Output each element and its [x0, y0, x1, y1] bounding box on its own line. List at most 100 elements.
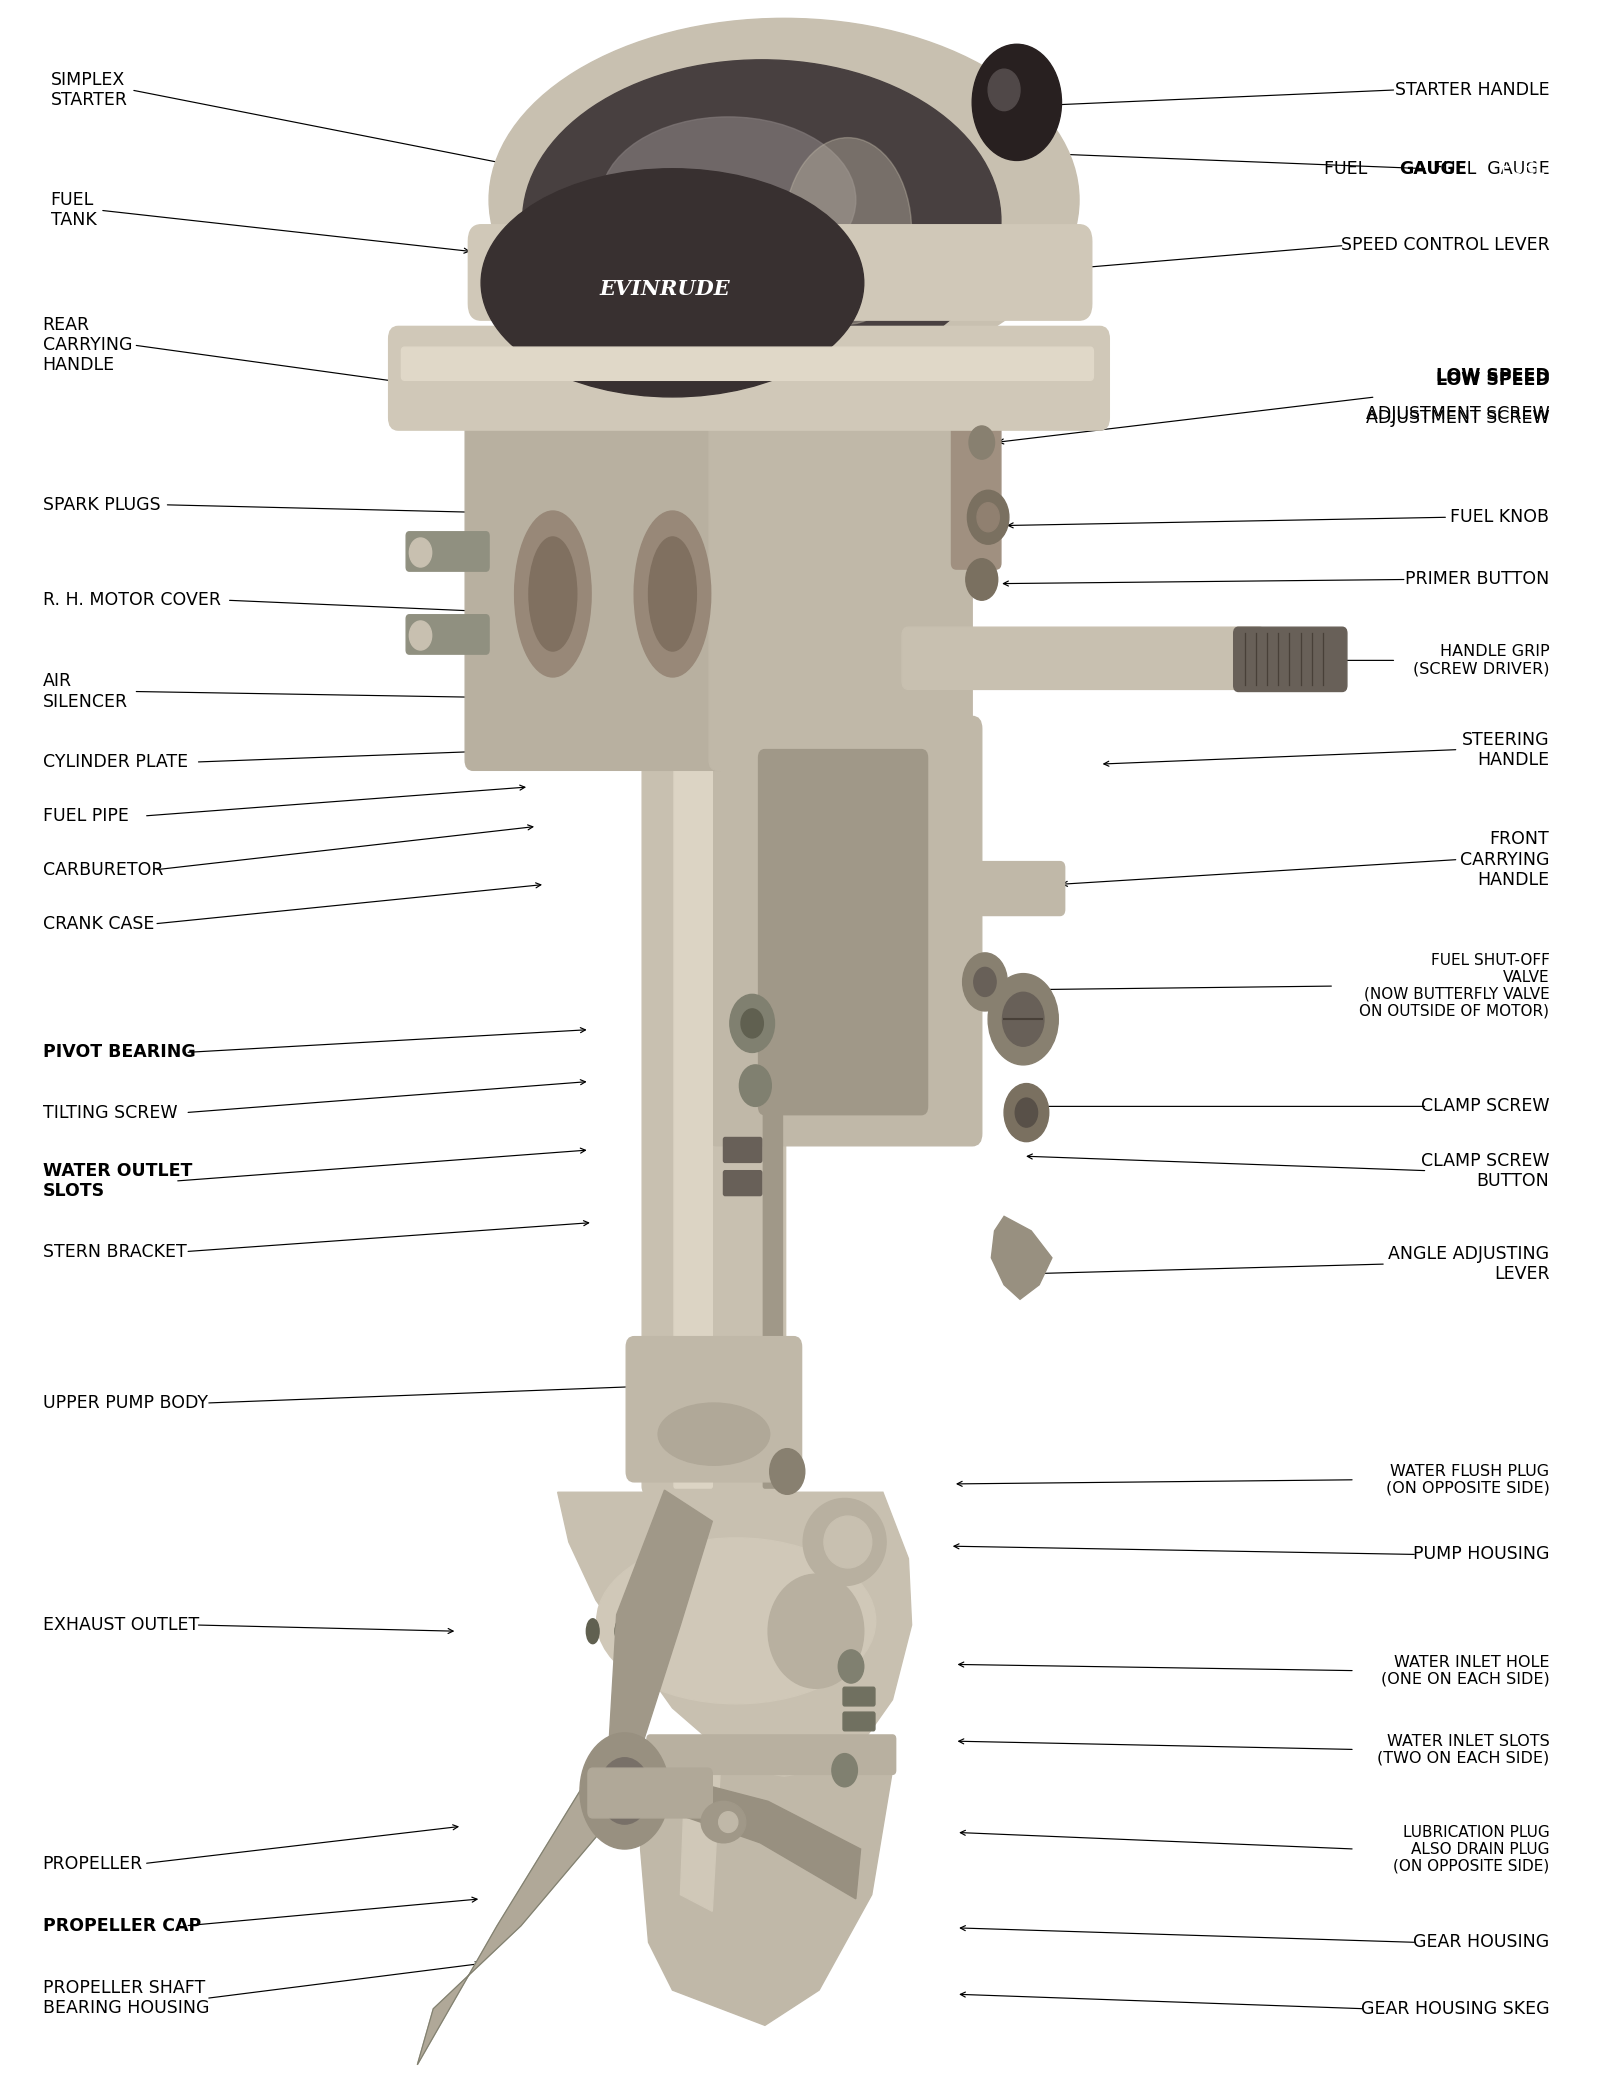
FancyBboxPatch shape [952, 391, 1002, 570]
Text: GEAR HOUSING: GEAR HOUSING [1413, 1934, 1549, 1951]
Circle shape [410, 539, 432, 568]
Polygon shape [640, 1756, 893, 2026]
Circle shape [832, 1753, 858, 1787]
Text: LOW SPEED: LOW SPEED [1435, 368, 1549, 385]
Text: PROPELLER CAP: PROPELLER CAP [43, 1918, 202, 1934]
Circle shape [989, 69, 1021, 110]
Circle shape [579, 1733, 669, 1849]
Circle shape [970, 426, 995, 460]
Text: FUEL PIPE: FUEL PIPE [43, 807, 128, 826]
Circle shape [1005, 1084, 1048, 1142]
Circle shape [1016, 1098, 1037, 1127]
FancyBboxPatch shape [642, 740, 786, 1493]
Text: SPEED CONTROL LEVER: SPEED CONTROL LEVER [1341, 237, 1549, 254]
Ellipse shape [803, 1498, 886, 1585]
Ellipse shape [523, 60, 1002, 381]
Text: CLAMP SCREW
BUTTON: CLAMP SCREW BUTTON [1421, 1152, 1549, 1190]
Circle shape [989, 973, 1058, 1065]
Ellipse shape [515, 512, 590, 676]
Text: WATER INLET HOLE
(ONE ON EACH SIDE): WATER INLET HOLE (ONE ON EACH SIDE) [1381, 1656, 1549, 1687]
Ellipse shape [600, 116, 856, 283]
Polygon shape [558, 1491, 912, 1776]
Text: UPPER PUMP BODY: UPPER PUMP BODY [43, 1394, 208, 1412]
Polygon shape [680, 1770, 720, 1912]
Text: ADJUSTMENT SCREW: ADJUSTMENT SCREW [1366, 408, 1549, 426]
Text: STEERING
HANDLE: STEERING HANDLE [1462, 730, 1549, 770]
FancyBboxPatch shape [1234, 628, 1347, 691]
Circle shape [974, 967, 997, 996]
Text: PROPELLER: PROPELLER [43, 1855, 142, 1872]
Text: PUMP HOUSING: PUMP HOUSING [1413, 1545, 1549, 1564]
FancyBboxPatch shape [674, 747, 712, 1487]
FancyBboxPatch shape [843, 1712, 875, 1731]
Text: STARTER HANDLE: STARTER HANDLE [1395, 81, 1549, 100]
FancyBboxPatch shape [646, 1735, 896, 1774]
Text: LOW SPEED: LOW SPEED [1435, 372, 1549, 389]
Text: SPARK PLUGS: SPARK PLUGS [43, 495, 160, 514]
Ellipse shape [586, 1618, 598, 1643]
Circle shape [739, 1065, 771, 1107]
FancyBboxPatch shape [902, 628, 1266, 688]
FancyBboxPatch shape [912, 268, 979, 297]
Text: PIVOT BEARING: PIVOT BEARING [43, 1044, 195, 1061]
Text: GEAR HOUSING SKEG: GEAR HOUSING SKEG [1360, 1999, 1549, 2018]
Text: FUEL SHUT-OFF
VALVE
(NOW BUTTERFLY VALVE
ON OUTSIDE OF MOTOR): FUEL SHUT-OFF VALVE (NOW BUTTERFLY VALVE… [1360, 953, 1549, 1019]
Text: ADJUSTMENT SCREW: ADJUSTMENT SCREW [1366, 404, 1549, 422]
Text: TILTING SCREW: TILTING SCREW [43, 1104, 178, 1121]
Text: EXHAUST OUTLET: EXHAUST OUTLET [43, 1616, 198, 1635]
Polygon shape [608, 1489, 712, 1760]
Ellipse shape [718, 1812, 738, 1832]
Circle shape [1003, 992, 1043, 1046]
Text: REAR
CARRYING
HANDLE: REAR CARRYING HANDLE [43, 316, 133, 374]
Text: FUEL: FUEL [1323, 160, 1373, 177]
Ellipse shape [701, 1801, 746, 1843]
Polygon shape [640, 1770, 861, 1899]
Circle shape [730, 994, 774, 1052]
FancyBboxPatch shape [723, 1138, 762, 1163]
Text: GAUGE: GAUGE [1400, 160, 1467, 177]
Circle shape [770, 1448, 805, 1493]
Text: CRANK CASE: CRANK CASE [43, 915, 154, 932]
Text: WATER OUTLET
SLOTS: WATER OUTLET SLOTS [43, 1163, 192, 1200]
Text: R. H. MOTOR COVER: R. H. MOTOR COVER [43, 591, 221, 609]
Text: FUEL KNOB: FUEL KNOB [1450, 508, 1549, 526]
Circle shape [978, 503, 1000, 532]
Circle shape [966, 560, 998, 601]
Text: STERN BRACKET: STERN BRACKET [43, 1242, 186, 1260]
Polygon shape [418, 1770, 608, 2065]
FancyBboxPatch shape [587, 1768, 712, 1818]
Text: PROPELLER SHAFT
BEARING HOUSING: PROPELLER SHAFT BEARING HOUSING [43, 1980, 210, 2018]
Ellipse shape [824, 1516, 872, 1568]
Text: LUBRICATION PLUG
ALSO DRAIN PLUG
(ON OPPOSITE SIDE): LUBRICATION PLUG ALSO DRAIN PLUG (ON OPP… [1394, 1824, 1549, 1874]
FancyBboxPatch shape [763, 747, 782, 1487]
Text: EVINRUDE: EVINRUDE [598, 279, 730, 300]
FancyBboxPatch shape [843, 1687, 875, 1706]
Text: FUEL
TANK: FUEL TANK [51, 191, 96, 229]
Text: CARBURETOR: CARBURETOR [43, 861, 163, 880]
Circle shape [963, 953, 1008, 1011]
FancyBboxPatch shape [1002, 100, 1027, 146]
FancyBboxPatch shape [469, 225, 1091, 320]
Ellipse shape [784, 137, 912, 324]
FancyBboxPatch shape [707, 716, 982, 1146]
Text: WATER INLET SLOTS
(TWO ON EACH SIDE): WATER INLET SLOTS (TWO ON EACH SIDE) [1378, 1733, 1549, 1766]
Text: AIR
SILENCER: AIR SILENCER [43, 672, 128, 711]
FancyBboxPatch shape [466, 397, 728, 770]
FancyBboxPatch shape [402, 347, 1093, 381]
Text: FUEL  GAUGE: FUEL GAUGE [1432, 160, 1549, 177]
FancyBboxPatch shape [626, 1337, 802, 1481]
Ellipse shape [530, 537, 576, 651]
FancyBboxPatch shape [709, 397, 973, 770]
Ellipse shape [634, 512, 710, 676]
Text: SIMPLEX
STARTER: SIMPLEX STARTER [51, 71, 128, 108]
Circle shape [968, 491, 1010, 545]
Circle shape [741, 1009, 763, 1038]
Ellipse shape [648, 537, 696, 651]
Circle shape [973, 44, 1061, 160]
Text: CYLINDER PLATE: CYLINDER PLATE [43, 753, 187, 772]
FancyBboxPatch shape [936, 861, 1064, 915]
Ellipse shape [768, 1575, 864, 1689]
FancyBboxPatch shape [723, 1171, 762, 1196]
Circle shape [598, 1758, 650, 1824]
Ellipse shape [490, 19, 1078, 381]
